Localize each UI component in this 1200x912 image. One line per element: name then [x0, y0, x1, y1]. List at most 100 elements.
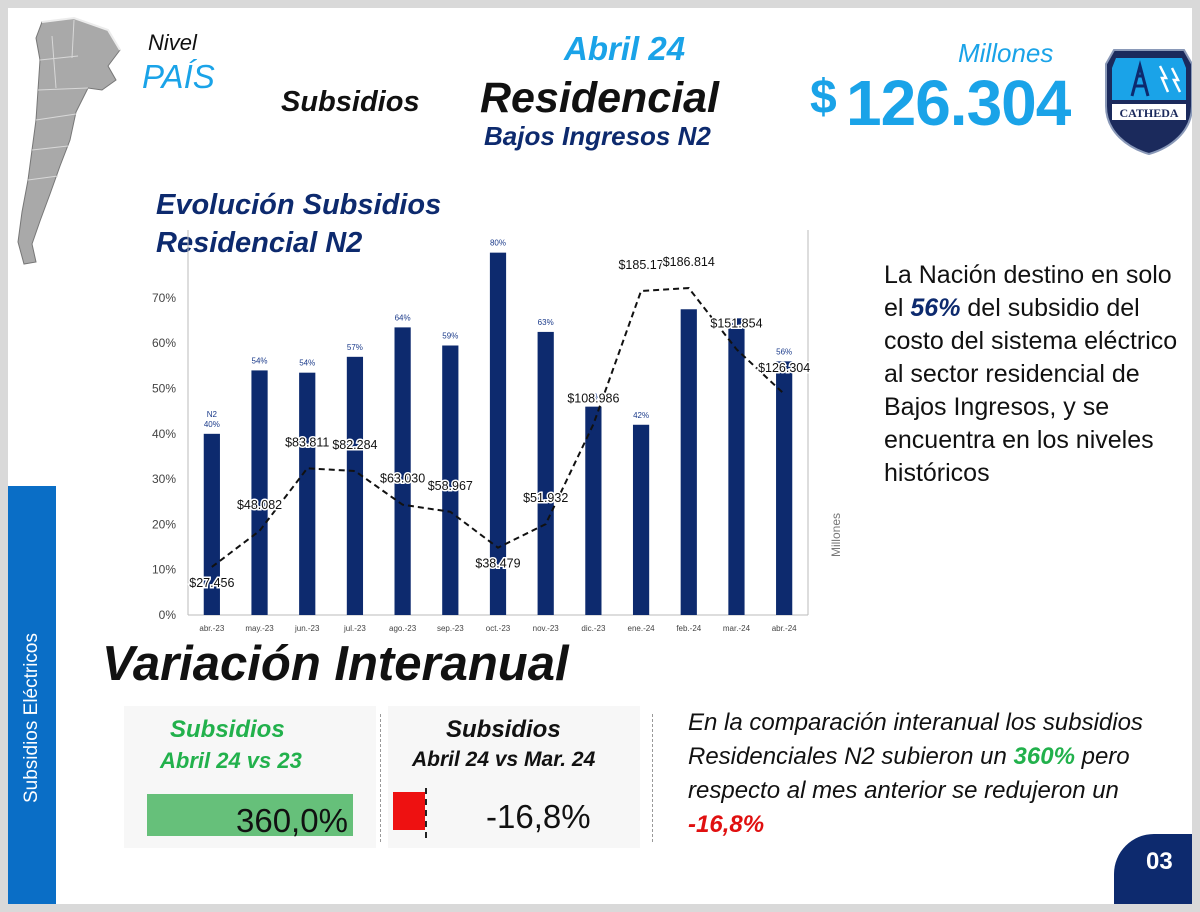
x-tick-label: abr.-23	[199, 624, 224, 633]
line-data-label: $63.030	[380, 472, 425, 486]
side-text-highlight: 56%	[910, 294, 961, 322]
line-data-label: $126.304	[758, 361, 810, 375]
argentina-map-icon	[17, 16, 121, 265]
x-tick-label: feb.-24	[676, 624, 701, 633]
x-tick-label: sep.-23	[437, 624, 464, 633]
box-separator	[652, 714, 653, 842]
sidebar-band	[8, 486, 56, 904]
series-name-label: N2	[207, 410, 218, 419]
x-tick-label: oct.-23	[486, 624, 511, 633]
side-description: La Nación destino en solo el 56% del sub…	[884, 259, 1184, 490]
bar-mar.-24	[728, 318, 745, 615]
chart-title: Evolución Subsidios Residencial N2	[156, 186, 441, 262]
x-tick-label: dic.-23	[581, 624, 606, 633]
x-tick-label: ago.-23	[389, 624, 417, 633]
catheda-logo: CATHEDA	[1105, 49, 1192, 156]
bar-data-label: 42%	[633, 411, 649, 420]
y-tick-label: 60%	[152, 336, 176, 350]
sidebar-label: Subsidios Eléctricos	[21, 632, 42, 804]
bottom-text-green: 360%	[1013, 743, 1075, 770]
mom-title: Subsidios	[446, 716, 561, 743]
mom-bar-axis	[425, 788, 427, 838]
y2-axis-label: Millones	[829, 513, 843, 557]
x-tick-label: mar.-24	[723, 624, 751, 633]
nivel-label: Nivel	[148, 30, 197, 55]
bar-may.-23	[251, 370, 268, 615]
bar-abr.-24	[776, 361, 793, 615]
chart-title-line2: Residencial N2	[156, 227, 363, 259]
mom-value: -16,8%	[486, 798, 591, 835]
box-separator	[380, 714, 381, 842]
bottom-text-red: -16,8%	[688, 811, 765, 838]
x-tick-label: nov.-23	[533, 624, 560, 633]
y-tick-label: 40%	[152, 427, 176, 441]
yoy-subtitle: Abril 24 vs 23	[160, 748, 302, 773]
bar-ago.-23	[394, 327, 411, 615]
bar-dic.-23	[585, 406, 602, 615]
x-tick-label: abr.-24	[772, 624, 797, 633]
millones-label: Millones	[958, 38, 1054, 68]
bar-data-label: 57%	[347, 343, 363, 352]
bar-sep.-23	[442, 345, 459, 615]
bar-data-label: 54%	[299, 359, 315, 368]
line-data-label: $185.17	[618, 258, 663, 272]
mom-subtitle: Abril 24 vs Mar. 24	[412, 748, 596, 771]
y-tick-label: 70%	[152, 291, 176, 305]
subsidy-chart: 0% 10% 20% 30% 40% 50% 60% 70% 40% 54% 54% 57% 64% 59…	[152, 230, 843, 633]
y-tick-label: 10%	[152, 563, 176, 577]
y-tick-label: 0%	[159, 608, 177, 622]
line-data-label: $82.284	[332, 438, 377, 452]
slide: Nivel PAÍS Abril 24 Subsidios Residencia…	[8, 8, 1192, 904]
pais-label: PAÍS	[142, 58, 215, 95]
line-data-label: $38.479	[475, 557, 520, 571]
currency-symbol: $	[810, 71, 837, 124]
bottom-text-part1: En la comparación interanual los subsidi…	[688, 709, 1143, 770]
chart-title-line1: Evolución Subsidios	[156, 189, 442, 221]
bar-oct.-23	[489, 252, 507, 615]
x-tick-label: ene.-24	[628, 624, 656, 633]
line-data-label: $151.854	[710, 316, 762, 330]
bottom-description: En la comparación interanual los subsidi…	[688, 706, 1188, 842]
bar-abr.-23	[203, 433, 220, 615]
line-data-label: $48.082	[237, 498, 282, 512]
title-prefix: Subsidios	[281, 86, 420, 118]
mom-bar	[393, 792, 425, 830]
bar-jun.-23	[299, 372, 316, 615]
y-tick-label: 20%	[152, 517, 176, 531]
page-subtitle: Bajos Ingresos N2	[484, 121, 711, 151]
bar-data-label: 40%	[204, 420, 220, 429]
svg-text:CATHEDA: CATHEDA	[1119, 106, 1178, 120]
page-number-badge	[1114, 834, 1192, 904]
page-number: 03	[1146, 848, 1173, 875]
line-data-label: $83.811	[285, 435, 329, 449]
y-tick-label: 30%	[152, 472, 176, 486]
bar-data-label: 59%	[442, 332, 458, 341]
bar-data-label: 46%	[585, 393, 601, 402]
bottom-text-part2: pero respecto al mes anterior se redujer…	[688, 743, 1130, 804]
line-data-label: $27.456	[189, 576, 234, 590]
x-tick-label: jun.-23	[294, 624, 320, 633]
side-text-part2: del subsidio del costo del sistema eléct…	[884, 294, 1178, 487]
bar-ene.-24	[632, 424, 650, 615]
bar-data-label: 64%	[395, 313, 411, 322]
mom-box	[388, 706, 640, 848]
bar-feb.-24	[680, 309, 697, 615]
variacion-title: Variación Interanual	[102, 637, 569, 691]
y-tick-label: 50%	[152, 382, 176, 396]
yoy-value: 360,0%	[236, 802, 348, 839]
line-data-label: $108.986	[567, 391, 619, 405]
yoy-title: Subsidios	[170, 716, 285, 743]
bar-data-label: 56%	[776, 347, 792, 356]
total-amount: 126.304	[846, 67, 1071, 139]
month-label: Abril 24	[564, 30, 686, 67]
bar-data-label: 63%	[538, 318, 554, 327]
x-tick-label: jul.-23	[343, 624, 366, 633]
bar-data-label: 54%	[252, 356, 268, 365]
side-text-part1: La Nación destino en solo el	[884, 261, 1172, 322]
line-data-label: $58.967	[428, 479, 473, 493]
line-data-label: $186.814	[663, 255, 715, 269]
bar-data-label: 80%	[490, 239, 506, 248]
line-data-label: $51.932	[523, 491, 568, 505]
page-title: Residencial	[480, 74, 719, 122]
bar-nov.-23	[537, 331, 554, 615]
